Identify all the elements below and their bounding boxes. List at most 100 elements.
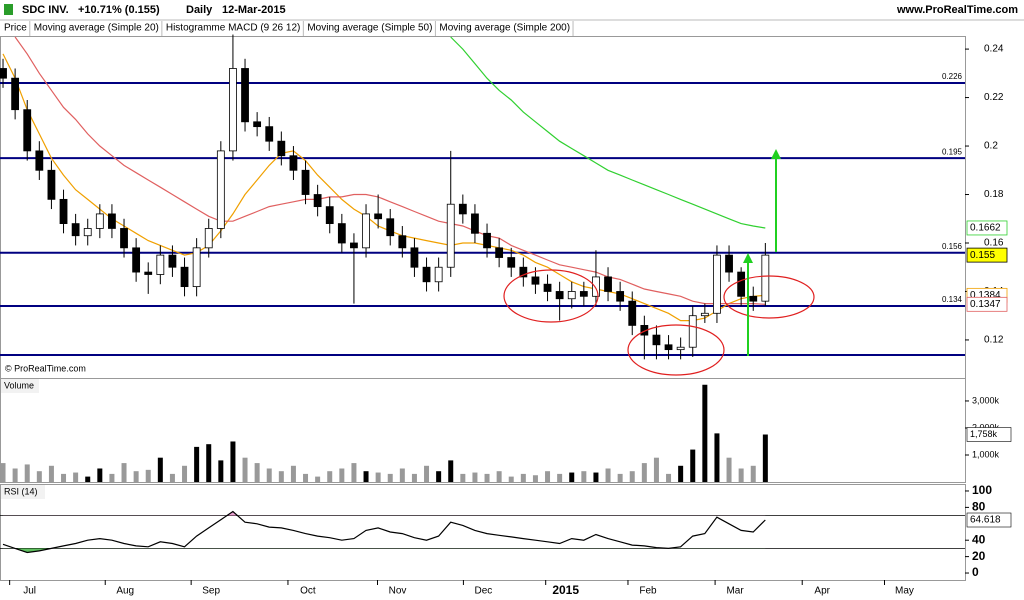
candle-body [398,235,407,249]
candle-body [616,291,625,302]
candle-body [0,68,7,79]
volume-bar [48,465,54,482]
candle-body [676,346,685,351]
volume-title: Volume [4,380,34,390]
header-icon [4,4,13,15]
legend-item: Moving average (Simple 200) [439,23,570,34]
candle-body [301,169,310,195]
y-tick-label: 0.2 [984,141,998,152]
volume-bar [678,465,684,482]
candle-body [11,77,20,111]
candle-body [713,254,721,314]
legend: Price Moving average (Simple 20) Histogram… [4,21,574,36]
symbol: SDC INV. [22,4,69,16]
candle-body [132,247,141,273]
candle-body [168,254,177,268]
candle-body [325,206,334,225]
value-box-label: 0.1384 [970,290,1001,301]
candle-body [592,276,600,297]
candle-body [216,150,225,229]
period: Daily [186,4,213,16]
candle-body [95,213,104,229]
candle-body [567,291,576,300]
volume-bar [61,473,67,482]
volume-bar [484,473,490,482]
volume-bar [278,471,284,482]
candle-body [23,109,32,152]
volume-bar [254,463,260,482]
volume-bar [327,471,333,482]
candle-body [410,247,419,268]
legend-item: Histogramme MACD (9 26 12) [166,23,300,34]
candle-body [652,334,661,346]
candle-body [289,155,298,171]
candle-body [192,247,201,288]
y-tick-label: 0.12 [984,335,1004,346]
volume-bar [242,457,248,482]
volume-bar [653,457,659,482]
y-tick-label: 0.22 [984,92,1004,103]
volume-bar [738,468,744,482]
site: www.ProRealTime.com [896,4,1018,16]
candle-body [749,295,758,302]
x-tick-label: Sep [202,586,220,597]
y-tick-label: 40 [972,532,986,546]
volume-bar [726,457,732,482]
candle-body [422,266,431,283]
x-tick-label: Aug [116,586,134,597]
legend-item: Moving average (Simple 20) [34,23,159,34]
candle-body [434,266,443,283]
volume-bar [182,465,188,482]
date: 12-Mar-2015 [222,4,286,16]
candle-body [265,126,274,142]
y-tick-label: 0 [972,565,979,579]
volume-bar [351,463,357,482]
x-tick-label: Feb [639,586,657,597]
volume-bar [12,468,18,482]
volume-bar [460,473,466,482]
candle-body [374,213,383,220]
candle-body [446,203,455,268]
volume-bar [36,471,42,482]
volume-bar [617,473,623,482]
volume-bar [629,471,635,482]
y-tick-label: 0.24 [984,44,1004,55]
value-box [966,220,1008,236]
candle-body [253,121,262,128]
ellipse-annotation [503,269,599,323]
watermark: © ProRealTime.com [5,363,86,373]
ellipse-annotation [627,324,725,376]
candle-body [664,344,673,351]
last-value-box [966,427,1012,442]
candle-body [277,140,286,157]
volume-bar [581,471,587,482]
candle-body [229,68,237,152]
level-label: 0.195 [942,147,963,156]
candle-body [458,203,467,215]
candle-body [108,213,116,229]
candle-body [144,271,153,275]
volume-bar [424,465,430,482]
candle-body [507,257,516,268]
volume-panel [0,378,966,483]
volume-bar [266,468,272,482]
volume-bar [303,473,309,482]
volume-bar [762,434,768,482]
volume-bar [448,460,454,482]
candle-body [700,312,709,317]
x-tick-label: 2015 [552,583,579,597]
candle-body [337,223,346,244]
volume-bar [145,469,151,482]
candle-body [604,276,612,292]
arrow-head [743,253,753,263]
volume-bar [690,449,696,482]
volume-bar [339,468,345,482]
x-tick-label: Oct [300,586,316,597]
volume-bar [109,473,115,482]
last-value-label: 64.618 [970,515,1001,526]
volume-bar [363,471,369,482]
x-tick-label: Jul [23,586,36,597]
volume-bar [399,468,405,482]
